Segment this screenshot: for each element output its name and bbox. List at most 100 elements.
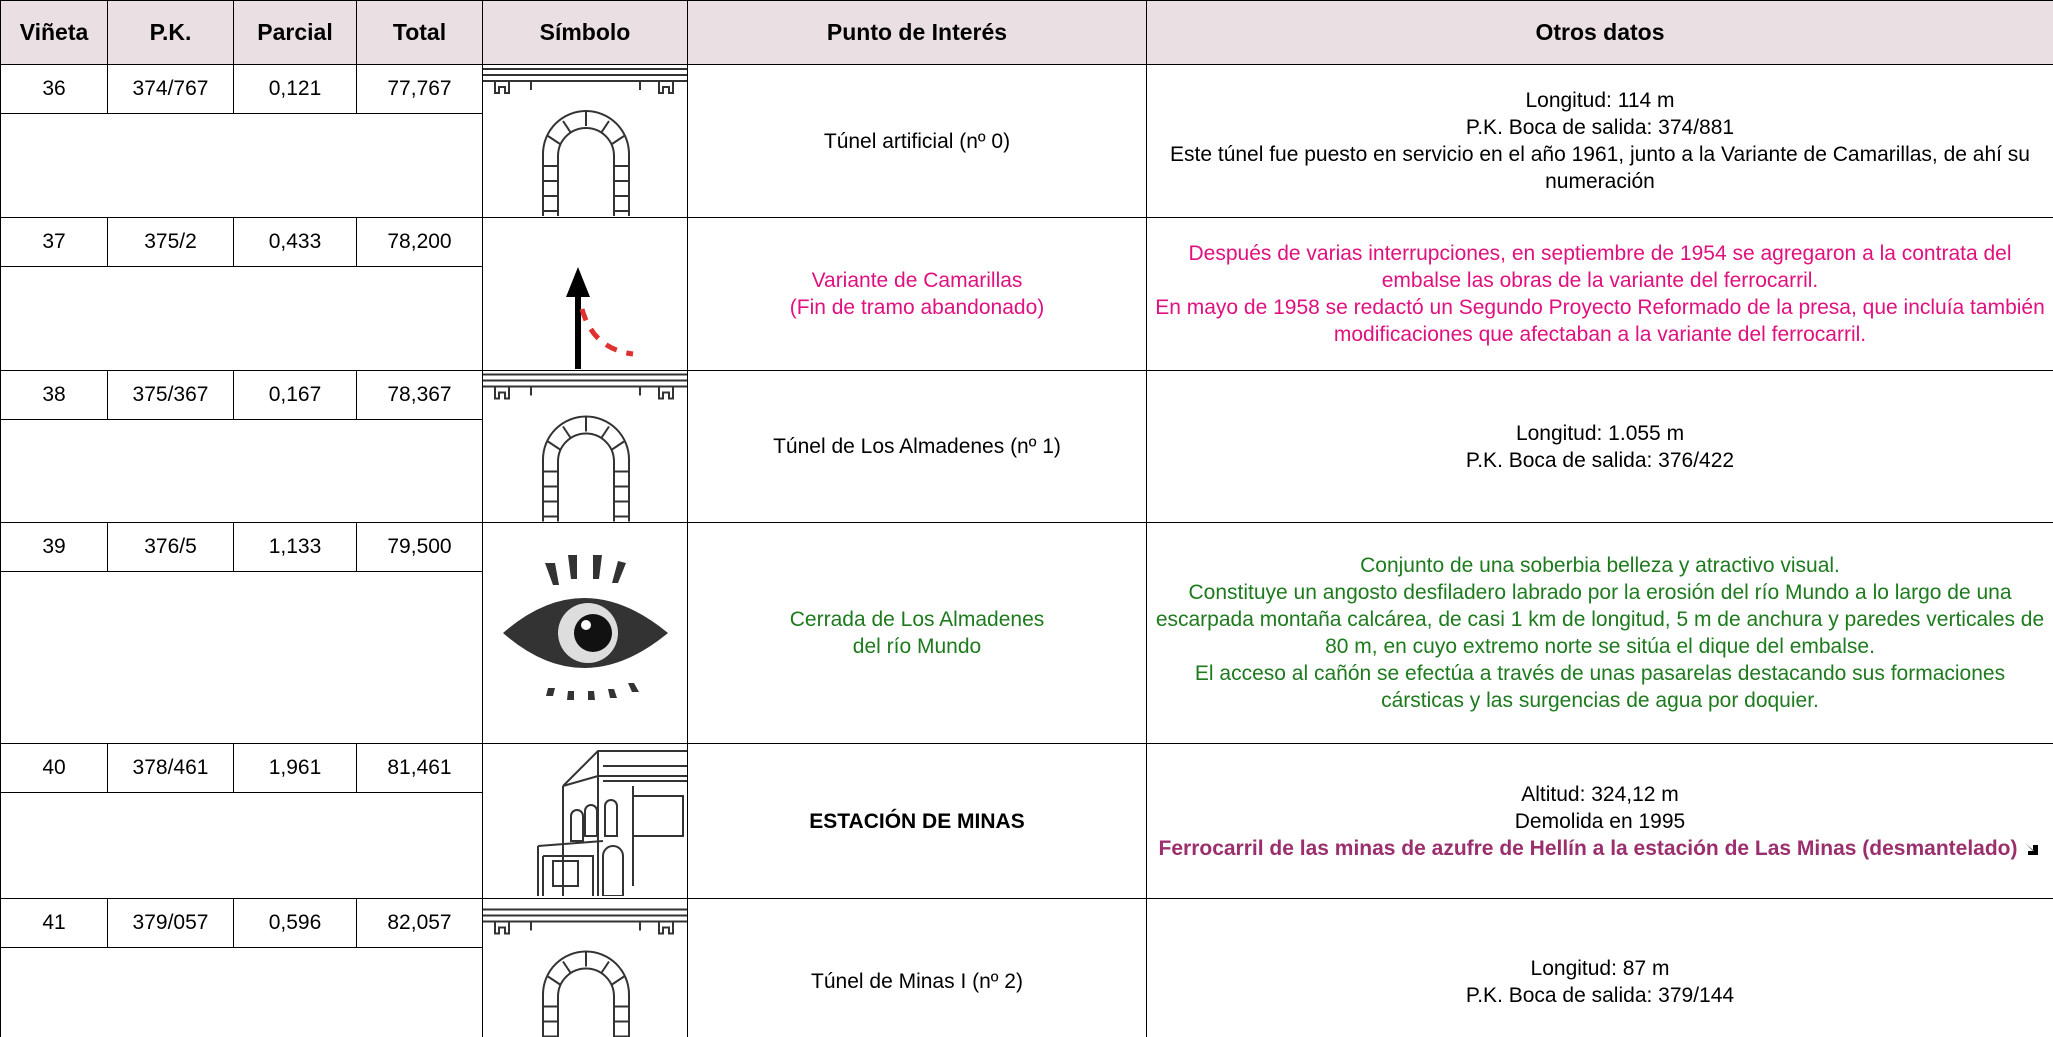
blank-cell — [0, 571, 483, 744]
details-line: Después de varias interrupciones, en sep… — [1188, 242, 2012, 292]
symbol-icon — [483, 218, 688, 370]
vineta-cell: 36 — [0, 63, 108, 115]
header-cell: Otros datos — [1146, 0, 2053, 65]
details-line: Longitud: 1.055 m — [1515, 421, 1685, 445]
symbol-cell — [482, 898, 688, 1037]
details-line: Demolida en 1995 — [1514, 809, 1686, 833]
details-line: Constituye un angosto desfiladero labrad… — [1155, 581, 2045, 658]
pk-cell: 379/057 — [107, 897, 234, 949]
header-cell: Viñeta — [0, 0, 108, 65]
table-body: 36 374/767 0,121 77,767 Túnel artificial (nº… — [0, 63, 2053, 1037]
pk-cell: 375/2 — [107, 216, 234, 268]
poi-cell: Túnel artificial (nº 0) — [687, 64, 1147, 218]
blank-cell — [0, 419, 483, 523]
icon — [566, 267, 633, 369]
parcial-cell: 0,433 — [233, 216, 357, 268]
icon — [483, 69, 688, 216]
poi-line: ESTACIÓN DE MINAS — [809, 809, 1025, 833]
table-row: 38 375/367 0,167 78,367 Túnel de Los Almaden… — [0, 369, 2053, 523]
table-row: 39 376/5 1,133 79,500 Cerrada de Los Almaden… — [0, 521, 2053, 744]
header-cell: Punto de Interés — [687, 0, 1147, 65]
total-cell: 81,461 — [356, 742, 483, 794]
details-cell: Longitud: 114 m P.K. Boca de salida: 374/… — [1146, 64, 2053, 218]
total-cell: 77,767 — [356, 63, 483, 115]
blank-cell — [0, 792, 483, 899]
poi-cell: Cerrada de Los Almadenes del río Mundo — [687, 522, 1147, 744]
symbol-icon — [483, 371, 688, 522]
details-line: Longitud: 114 m — [1525, 89, 1675, 112]
details-cell: Longitud: 1.055 m P.K. Boca de salida: 37… — [1146, 370, 2053, 523]
table-row: 41 379/057 0,596 82,057 Túnel de Minas I (nº… — [0, 897, 2053, 1037]
header-row: Viñeta P.K. Parcial Total Símbolo Punto … — [0, 0, 2053, 65]
poi-line: Túnel artificial (nº 0) — [823, 129, 1011, 153]
details-line: Este túnel fue puesto en servicio en el … — [1170, 143, 2030, 193]
symbol-cell — [482, 370, 688, 523]
symbol-icon — [483, 744, 688, 898]
poi-line: Túnel de Minas I (nº 2) — [811, 970, 1023, 993]
link-text[interactable]: Ferrocarril de las minas de azufre de He… — [1158, 836, 2018, 860]
table-row — [0, 419, 2053, 523]
poi-cell: Variante de Camarillas (Fin de tramo aban… — [687, 217, 1147, 371]
pk-cell: 376/5 — [107, 521, 234, 573]
details-line: En mayo de 1958 se redactó un Segundo Pr… — [1155, 296, 2045, 346]
symbol-cell — [482, 522, 688, 744]
pk-cell: 374/767 — [107, 63, 234, 115]
parcial-cell: 0,121 — [233, 63, 357, 115]
details-cell: Conjunto de una soberbia belleza y atrac… — [1146, 522, 2053, 744]
details-cell: Altitud: 324,12 m Demolida en 1995 Ferroca… — [1146, 743, 2053, 899]
details-line: P.K. Boca de salida: 374/881 — [1465, 116, 1735, 139]
table-row: 37 375/2 0,433 78,200 Variante de Camarillas… — [0, 216, 2053, 371]
details-link[interactable]: Ferrocarril de las minas de azufre de He… — [1153, 835, 2047, 862]
table-row: 40 378/461 1,961 81,461 ESTACIÓN DE MINAS Alt… — [0, 742, 2053, 899]
icon — [538, 751, 688, 896]
parcial-cell: 0,167 — [233, 369, 357, 421]
header-cell: Símbolo — [482, 0, 688, 65]
symbol-icon — [483, 65, 688, 217]
blank-cell — [0, 266, 483, 371]
header-cell: Total — [356, 0, 483, 65]
poi-cell: Túnel de Los Almadenes (nº 1) — [687, 370, 1147, 523]
details-line: Altitud: 324,12 m — [1521, 782, 1679, 806]
poi-line: del río Mundo — [852, 635, 982, 658]
total-cell: 78,200 — [356, 216, 483, 268]
vineta-cell: 41 — [0, 897, 108, 949]
symbol-cell — [482, 64, 688, 218]
header-cell: P.K. — [107, 0, 234, 65]
poi-line: (Fin de tramo abandonado) — [789, 296, 1045, 319]
details-cell: Después de varias interrupciones, en sep… — [1146, 217, 2053, 371]
poi-cell: Túnel de Minas I (nº 2) — [687, 898, 1147, 1037]
blank-cell — [0, 113, 483, 218]
details-line: P.K. Boca de salida: 379/144 — [1465, 983, 1735, 1007]
table-row — [0, 792, 2053, 899]
vineta-cell: 40 — [0, 742, 108, 794]
symbol-cell — [482, 743, 688, 899]
icon — [503, 555, 668, 700]
details-line: Longitud: 87 m — [1530, 956, 1670, 980]
total-cell: 79,500 — [356, 521, 483, 573]
table-row — [0, 947, 2053, 1037]
poi-cell: ESTACIÓN DE MINAS — [687, 743, 1147, 899]
details-line: P.K. Boca de salida: 376/422 — [1465, 448, 1735, 472]
arrow-shape — [2025, 842, 2039, 855]
details-line: El acceso al cañón se efectúa a través d… — [1194, 662, 2006, 712]
vineta-cell: 37 — [0, 216, 108, 268]
details-cell: Longitud: 87 m P.K. Boca de salida: 379/1… — [1146, 898, 2053, 1037]
parcial-cell: 1,961 — [233, 742, 357, 794]
poi-line: Variante de Camarillas — [811, 269, 1023, 292]
vineta-cell: 39 — [0, 521, 108, 573]
symbol-icon — [483, 899, 688, 1037]
parcial-cell: 1,133 — [233, 521, 357, 573]
poi-line: Túnel de Los Almadenes (nº 1) — [773, 435, 1061, 458]
poi-line: Cerrada de Los Almadenes — [789, 608, 1045, 631]
details-line: Conjunto de una soberbia belleza y atrac… — [1360, 554, 1840, 577]
parcial-cell: 0,596 — [233, 897, 357, 949]
symbol-cell — [482, 217, 688, 371]
link-arrow-icon — [2025, 842, 2039, 855]
pk-cell: 378/461 — [107, 742, 234, 794]
total-cell: 78,367 — [356, 369, 483, 421]
icon — [483, 910, 688, 1037]
header-cell: Parcial — [233, 0, 357, 65]
vineta-cell: 38 — [0, 369, 108, 421]
